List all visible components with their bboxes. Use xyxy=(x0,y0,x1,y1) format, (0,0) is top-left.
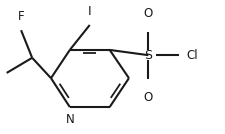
Text: I: I xyxy=(88,5,91,18)
Text: Cl: Cl xyxy=(185,49,197,62)
Text: S: S xyxy=(144,49,152,62)
Text: O: O xyxy=(143,7,152,20)
Text: O: O xyxy=(143,91,152,104)
Text: N: N xyxy=(65,113,74,126)
Text: F: F xyxy=(18,10,24,23)
